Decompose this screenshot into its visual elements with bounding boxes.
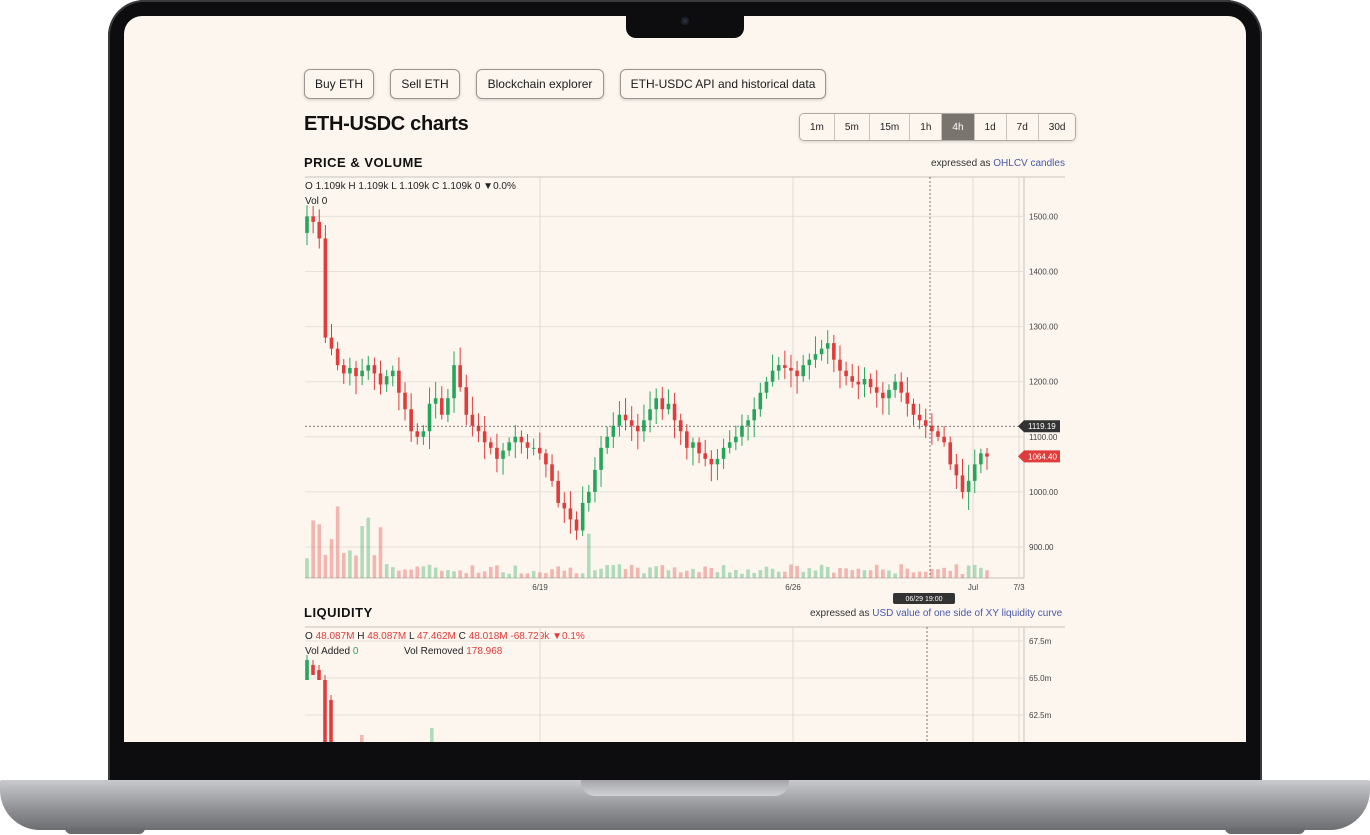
liq-change-pct: ▼0.1% [552, 631, 585, 642]
open-value: 1.109k [315, 181, 346, 192]
webcam-icon [681, 17, 689, 25]
close-value: 1.109k [442, 181, 473, 192]
interval-15m[interactable]: 15m [869, 114, 911, 140]
camera-notch [626, 16, 744, 38]
blockchain-explorer-button[interactable]: Blockchain explorer [476, 69, 604, 99]
liq-high-label: H [357, 631, 365, 642]
buy-eth-button[interactable]: Buy ETH [304, 69, 374, 99]
interval-1h[interactable]: 1h [910, 114, 943, 140]
interval-1m[interactable]: 1m [800, 114, 835, 140]
interval-selector: 1m 5m 15m 1h 4h 1d 7d 30d [799, 113, 1077, 141]
volume-readout: Vol 0 [305, 196, 327, 207]
close-label: C [432, 181, 440, 192]
laptop-foot-left [65, 828, 145, 834]
liq-open-label: O [305, 631, 313, 642]
liq-change-value: -68.729k [510, 631, 550, 642]
liquidity-curve-link[interactable]: USD value of one side of XY liquidity cu… [872, 608, 1063, 619]
vol-removed-value: 178.968 [466, 646, 503, 657]
api-historical-data-button[interactable]: ETH-USDC API and historical data [620, 69, 826, 99]
interval-1d[interactable]: 1d [974, 114, 1007, 140]
page-title: ETH-USDC charts [304, 113, 469, 135]
interval-4h[interactable]: 4h [942, 114, 975, 140]
liq-high-value: 48.087M [367, 631, 407, 642]
interval-30d[interactable]: 30d [1038, 114, 1076, 140]
liquidity-volume-readout: Vol Added 0 Vol Removed 178.968 [305, 646, 502, 657]
liq-low-value: 47.462M [416, 631, 456, 642]
sell-eth-button[interactable]: Sell ETH [390, 69, 460, 99]
interval-5m[interactable]: 5m [834, 114, 870, 140]
screen [124, 16, 1246, 742]
vol-added-label: Vol Added [305, 646, 351, 657]
liquidity-expressed-prefix: expressed as [810, 608, 870, 619]
price-expressed-prefix: expressed as [931, 158, 991, 169]
interval-7d[interactable]: 7d [1006, 114, 1039, 140]
liquidity-ohlc-readout: O 48.087M H 48.087M L 47.462M C 48.018M … [305, 631, 585, 642]
liquidity-title: LIQUIDITY [304, 605, 373, 620]
high-label: H [348, 181, 356, 192]
price-expressed-as: expressed as OHLCV candles [931, 158, 1065, 169]
laptop-foot-right [1225, 828, 1305, 834]
liq-low-label: L [408, 631, 415, 642]
low-label: L [391, 181, 397, 192]
vol-added-value: 0 [352, 646, 359, 657]
vol-value: 0 [321, 196, 328, 207]
high-value: 1.109k [358, 181, 389, 192]
change-value: 0 [474, 181, 481, 192]
liq-close-value: 48.018M [468, 631, 508, 642]
open-label: O [305, 181, 313, 192]
liq-close-label: C [458, 631, 466, 642]
vol-removed-label: Vol Removed [403, 646, 464, 657]
laptop-base-notch [581, 780, 789, 796]
liq-open-value: 48.087M [315, 631, 355, 642]
low-value: 1.109k [399, 181, 430, 192]
change-pct: ▼0.0% [483, 181, 516, 192]
vol-label: Vol [305, 196, 319, 207]
ohlcv-candles-link[interactable]: OHLCV candles [993, 158, 1065, 169]
price-volume-title: PRICE & VOLUME [304, 155, 423, 170]
liquidity-expressed-as: expressed as USD value of one side of XY… [810, 608, 1062, 619]
price-ohlc-readout: O 1.109k H 1.109k L 1.109k C 1.109k 0 ▼0… [305, 181, 516, 192]
